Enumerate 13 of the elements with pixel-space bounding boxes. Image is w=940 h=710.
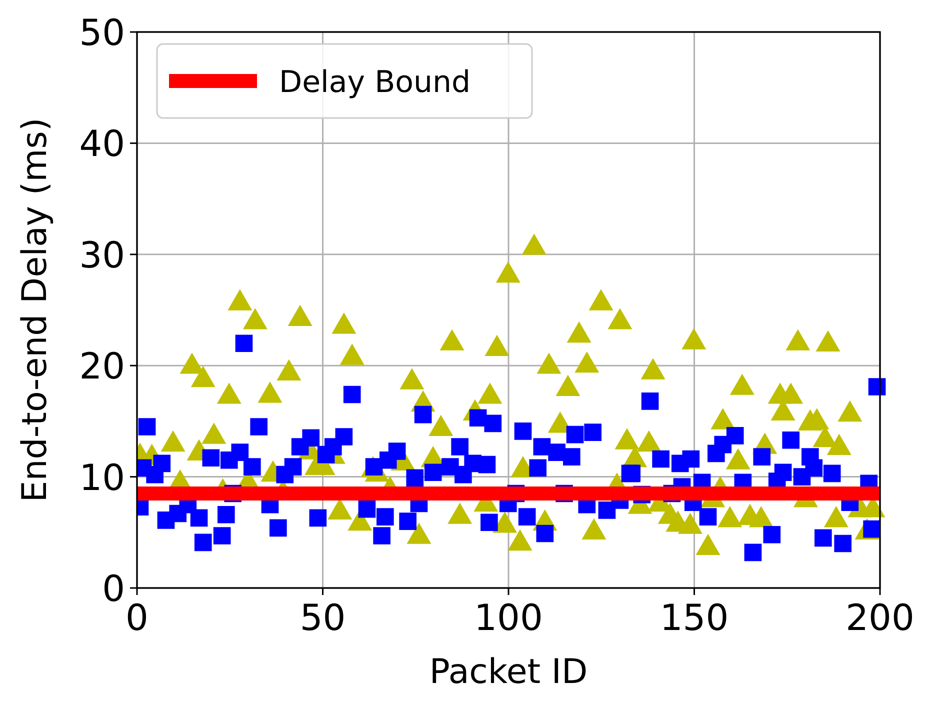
y-axis-title: End-to-end Delay (ms) [15,118,55,502]
y-tick-label: 10 [79,458,125,499]
x-tick-label: 50 [300,598,346,639]
y-tick-label: 0 [102,569,125,610]
legend-label: Delay Bound [279,65,471,100]
x-tick-label: 200 [846,598,914,639]
y-tick-label: 20 [79,346,125,388]
x-tick-label: 100 [474,598,543,639]
y-tick-label: 30 [79,235,125,276]
y-tick-label: 50 [79,13,125,54]
y-tick-label: 40 [79,124,125,166]
x-tick-label: 150 [660,598,729,639]
x-axis-title: Packet ID [429,652,588,692]
